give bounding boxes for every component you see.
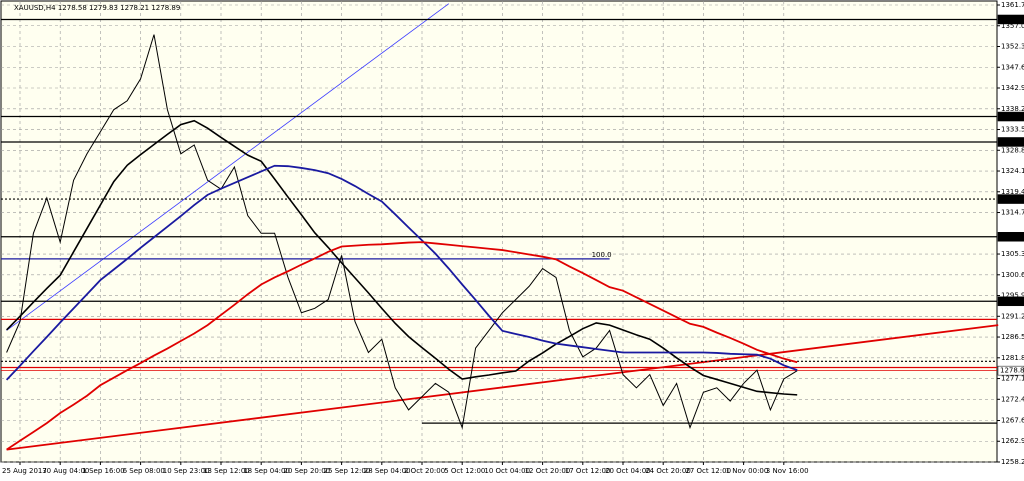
y-tick-label: 1262.90 — [1001, 437, 1024, 445]
x-tick-label: 17 Oct 12:00 — [565, 467, 611, 475]
y-tick-label: 1319.40 — [1001, 188, 1024, 196]
price-tag-label: 1309.21 — [1000, 233, 1024, 241]
x-tick-label: 28 Sep 04:00 — [364, 467, 411, 475]
trend-line — [6, 324, 999, 451]
x-tick-label: 10 Sep 23:00 — [163, 467, 210, 475]
price-tag — [997, 111, 1024, 122]
y-tick-label: 1286.50 — [1001, 333, 1024, 341]
y-tick-label: 1300.60 — [1001, 271, 1024, 279]
x-tick-label: 1 Nov 00:00 — [726, 467, 769, 475]
y-tick-label: 1333.50 — [1001, 126, 1024, 134]
x-tick-label: 6 Sep 08:00 — [123, 467, 165, 475]
y-tick-label: 1328.80 — [1001, 146, 1024, 154]
x-tick-label: 10 Oct 04:00 — [484, 467, 530, 475]
y-tick-label: 1342.90 — [1001, 84, 1024, 92]
x-tick-label: 1 Sep 16:00 — [82, 467, 124, 475]
price-tag — [997, 194, 1024, 204]
price-tag-label: 1278.89 — [1000, 367, 1024, 375]
price-tag — [997, 137, 1024, 147]
price-tag — [997, 232, 1024, 242]
level-label: 100.0 — [592, 251, 612, 259]
series-line — [6, 119, 798, 396]
x-tick-label: 13 Sep 12:00 — [203, 467, 250, 475]
y-tick-label: 1295.90 — [1001, 292, 1024, 300]
y-tick-label: 1324.10 — [1001, 167, 1024, 175]
x-tick-label: 20 Oct 04:00 — [605, 467, 651, 475]
price-tag-label: 1317.75 — [1000, 195, 1024, 203]
y-tick-label: 1314.70 — [1001, 209, 1024, 217]
price-tag-label: 1330.68 — [1000, 138, 1024, 146]
price-tag — [997, 14, 1024, 25]
y-tick-label: 1272.40 — [1001, 395, 1024, 403]
x-tick-label: 30 Aug 04:00 — [42, 467, 89, 475]
chart-title: XAUUSD,H4 1278.58 1279.83 1278.21 1278.8… — [14, 4, 180, 12]
price-tag — [997, 296, 1024, 307]
y-tick-label: 1277.10 — [1001, 375, 1024, 383]
x-tick-label: 25 Aug 2017 — [2, 467, 47, 475]
plot-area — [0, 0, 998, 463]
price-tag — [997, 365, 1024, 376]
x-tick-label: 24 Oct 20:00 — [645, 467, 691, 475]
price-tag-label: 1358.42 — [1000, 15, 1024, 23]
y-tick-label: 1357.00 — [1001, 22, 1024, 30]
y-tick-label: 1338.20 — [1001, 105, 1024, 113]
x-tick-label: 3 Nov 16:00 — [766, 467, 809, 475]
y-tick-label: 1305.30 — [1001, 250, 1024, 258]
x-tick-label: 20 Sep 20:00 — [283, 467, 330, 475]
x-tick-label: 12 Oct 20:00 — [525, 467, 571, 475]
y-tick-label: 1267.60 — [1001, 416, 1024, 424]
price-tag-label: 1336.44 — [1000, 113, 1024, 121]
x-tick-label: 27 Oct 12:00 — [685, 467, 731, 475]
y-tick-label: 1291.20 — [1001, 312, 1024, 320]
x-tick-label: 2 Oct 20:00 — [404, 467, 445, 475]
series-line — [6, 241, 798, 451]
y-tick-label: 1361.70 — [1001, 1, 1024, 9]
y-tick-label: 1258.20 — [1001, 458, 1024, 466]
price-tag-label: 1294.6 — [1000, 297, 1024, 305]
trend-line — [6, 3, 450, 331]
x-tick-label: 5 Oct 12:00 — [444, 467, 485, 475]
x-tick-label: 18 Sep 04:00 — [243, 467, 290, 475]
y-tick-label: 1352.30 — [1001, 43, 1024, 51]
series-line — [6, 34, 798, 430]
y-tick-label: 1347.60 — [1001, 63, 1024, 71]
series-line — [5, 164, 798, 381]
x-tick-label: 25 Sep 12:00 — [324, 467, 371, 475]
y-tick-label: 1281.80 — [1001, 354, 1024, 362]
